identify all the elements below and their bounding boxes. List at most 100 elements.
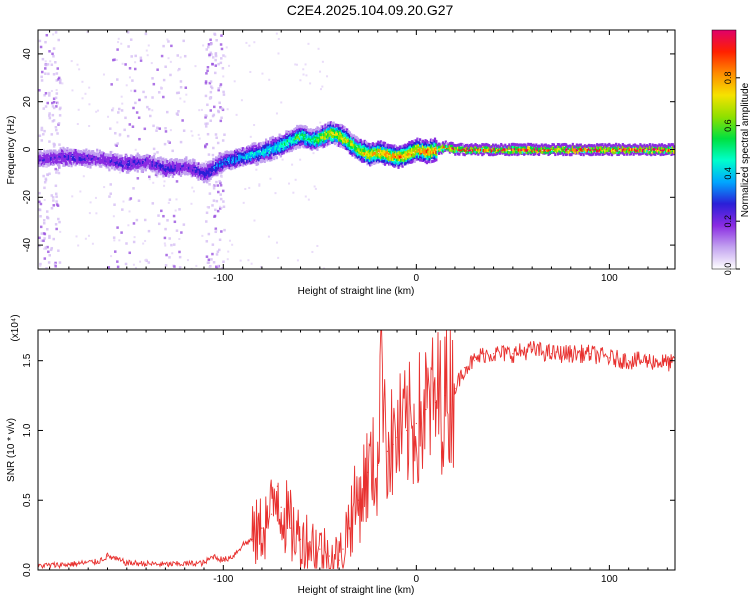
spectrogram-noise-cell <box>296 259 299 262</box>
spectrogram-cell <box>501 150 504 154</box>
spectrogram-cell <box>51 162 54 166</box>
spectrogram-cell <box>597 146 600 150</box>
spectrogram-cell <box>309 128 312 132</box>
spectrogram-cell <box>128 156 131 160</box>
spectrogram-cell <box>400 163 403 167</box>
spectrogram-cell <box>290 149 293 153</box>
spectrogram-cell <box>100 158 103 162</box>
spectrogram-cell <box>124 158 127 162</box>
spectrogram-cell <box>405 148 408 152</box>
spectrogram-cell <box>305 144 308 148</box>
spectrogram-cell <box>233 154 237 158</box>
spectrogram-cell <box>70 164 73 168</box>
spectrogram-cell <box>606 147 610 151</box>
spectrogram-cell <box>316 126 319 130</box>
spectrogram-cell <box>240 161 243 165</box>
spectrogram-cell <box>58 149 61 153</box>
spectrogram-cell <box>364 148 368 152</box>
spectrogram-cell <box>570 146 573 150</box>
spectrogram-cell <box>587 147 591 151</box>
spectrogram-cell <box>74 151 77 155</box>
spectrogram-cell <box>369 149 372 153</box>
spectrogram-noise-cell <box>95 110 98 113</box>
spectrogram-cell <box>136 159 139 163</box>
spectrogram-cell <box>398 158 401 162</box>
spectrogram-cell <box>351 146 354 150</box>
spectrogram-cell <box>67 158 70 162</box>
spectrogram-noise-cell <box>179 80 183 83</box>
spectrogram-cell <box>305 137 308 141</box>
spectrogram-cell <box>278 141 281 145</box>
spectrogram-cell <box>277 136 280 140</box>
spectrogram-cell <box>308 128 311 132</box>
spectrogram-cell <box>424 139 427 143</box>
spectrogram-cell <box>278 149 281 153</box>
spectrogram-cell <box>442 141 445 145</box>
spectrogram-cell <box>343 130 346 134</box>
spectrogram-cell <box>566 152 569 156</box>
spectrogram-cell <box>456 147 460 151</box>
spectrogram-cell <box>271 144 274 148</box>
spectrogram-cell <box>181 167 184 171</box>
spectrogram-cell <box>306 131 310 135</box>
spectrogram-cell <box>390 156 393 160</box>
spectrogram-noise-cell <box>218 101 221 105</box>
spectrogram-cell <box>344 132 347 136</box>
spectrogram-cell <box>125 165 129 169</box>
spectrogram-noise-cell <box>42 219 46 222</box>
spectrogram-cell <box>256 147 260 151</box>
spectrogram-noise-cell <box>52 142 56 146</box>
spectrogram-noise-cell <box>44 247 47 250</box>
spectrogram-cell <box>283 134 287 138</box>
spectrogram-noise-cell <box>54 192 58 196</box>
spectrogram-cell <box>494 147 497 151</box>
spectrogram-cell <box>73 153 76 157</box>
spectrogram-noise-cell <box>209 51 213 55</box>
spectrogram-cell <box>333 130 337 134</box>
spectrogram-cell <box>451 141 454 145</box>
spectrogram-cell <box>342 131 345 135</box>
spectrogram-noise-cell <box>221 139 225 142</box>
spectrogram-noise-cell <box>38 208 42 212</box>
spectrogram-cell <box>223 168 226 172</box>
spectrogram-cell <box>616 144 619 148</box>
spectrogram-noise-cell <box>178 255 182 259</box>
spectrogram-cell <box>362 151 365 155</box>
spectrogram-cell <box>402 153 406 157</box>
spectrogram-cell <box>435 145 438 149</box>
spectrogram-cell <box>333 128 337 132</box>
spectrogram-cell <box>474 152 477 156</box>
spectrogram-cell <box>225 166 229 170</box>
spectrogram-cell <box>293 134 296 138</box>
spectrogram-cell <box>43 158 46 162</box>
spectrogram-noise-cell <box>218 238 222 242</box>
snr-data-point <box>386 450 388 452</box>
spectrogram-cell <box>293 136 296 140</box>
spectrogram-noise-cell <box>169 129 172 132</box>
spectrogram-cell <box>551 149 554 153</box>
spectrogram-cell <box>162 166 165 170</box>
spectrogram-cell <box>421 144 424 148</box>
spectrogram-cell <box>414 144 418 148</box>
spectrogram-cell <box>273 147 276 151</box>
spectrogram-cell <box>74 148 77 152</box>
spectrogram-cell <box>379 159 383 163</box>
spectrogram-noise-cell <box>126 134 130 138</box>
spectrogram-cell <box>132 156 135 160</box>
spectrogram-noise-cell <box>228 64 231 67</box>
spectrogram-cell <box>55 154 58 158</box>
spectrogram-noise-cell <box>211 204 214 207</box>
spectrogram-cell <box>546 146 549 150</box>
spectrogram-cell <box>654 150 657 154</box>
spectrogram-cell <box>212 168 215 172</box>
spectrogram-noise-cell <box>48 91 51 95</box>
spectrogram-cell <box>47 159 50 163</box>
spectrogram-cell <box>296 145 299 149</box>
spectrogram-cell <box>55 161 58 165</box>
spectrogram-cell <box>259 159 262 163</box>
spectrogram-cell <box>178 162 181 166</box>
spectrogram-cell <box>508 151 511 155</box>
spectrogram-cell <box>69 151 72 155</box>
spectrogram-noise-cell <box>219 184 223 187</box>
spectrogram-cell <box>67 152 70 156</box>
